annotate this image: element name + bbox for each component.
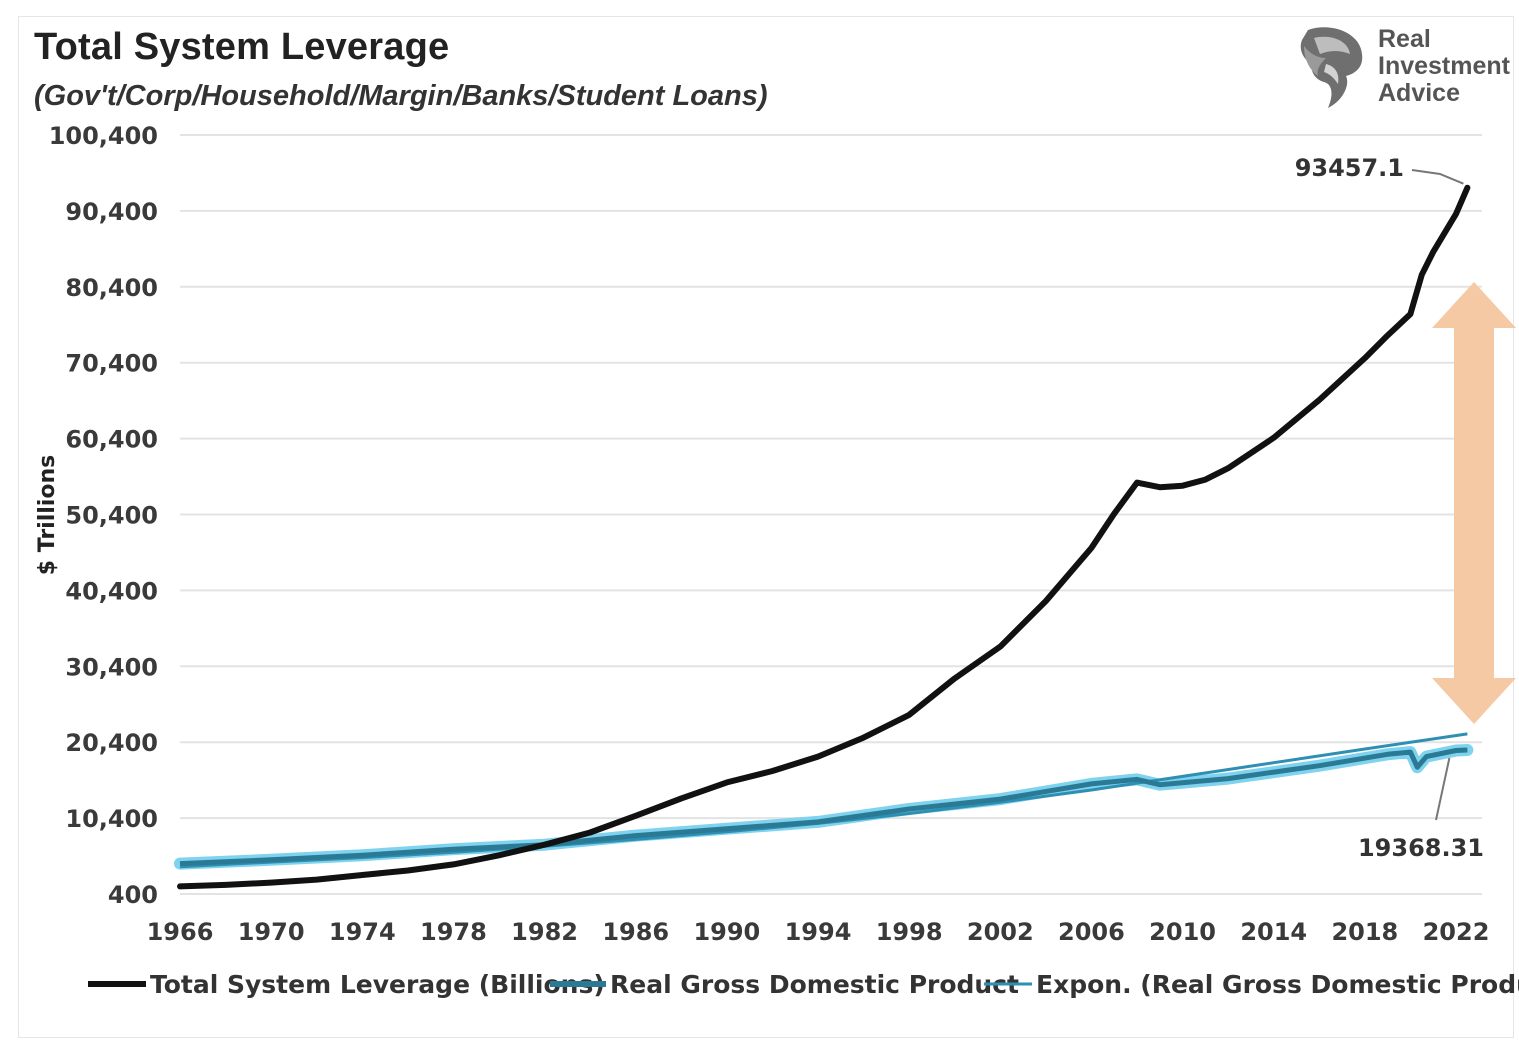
y-axis-label: $ Trillions [35, 455, 60, 575]
annotations: 93457.1 19368.31 [1295, 154, 1484, 862]
x-tick-label: 2006 [1058, 918, 1125, 946]
chart-frame [18, 16, 1514, 1038]
y-tick-label: 80,400 [65, 274, 158, 302]
y-tick-label: 30,400 [65, 653, 158, 681]
y-tick-label: 90,400 [65, 198, 158, 226]
x-tick-label: 1970 [238, 918, 305, 946]
x-tick-label: 1998 [876, 918, 943, 946]
x-tick-label: 1974 [329, 918, 396, 946]
leverage-series-line [177, 184, 1471, 890]
brand-logo: Real Investment Advice [1290, 24, 1510, 114]
x-tick-label: 1966 [147, 918, 214, 946]
x-tick-label: 1986 [602, 918, 669, 946]
y-tick-label: 20,400 [65, 729, 158, 757]
x-tick-label: 1978 [420, 918, 487, 946]
gdp-end-label: 19368.31 [1358, 834, 1484, 862]
x-tick-label: 2014 [1240, 918, 1307, 946]
legend-entry-label: Total System Leverage (Billions) [150, 970, 605, 999]
gdp-callout-line [1435, 757, 1451, 821]
gdp-series-halo [174, 744, 1474, 870]
x-tick-label: 2010 [1149, 918, 1216, 946]
series-group [174, 184, 1474, 890]
chart-subtitle: (Gov't/Corp/Household/Margin/Banks/Stude… [34, 80, 768, 112]
y-tick-label: 100,400 [49, 122, 158, 150]
x-tick-label: 2022 [1423, 918, 1490, 946]
x-tick-label: 1994 [785, 918, 852, 946]
y-tick-label: 70,400 [65, 350, 158, 378]
logo-line-2: Investment [1378, 52, 1510, 80]
y-axis-ticks: 100,400 90,400 80,400 70,400 60,400 50,400 40,… [49, 122, 158, 909]
leverage-callout-line [1411, 169, 1464, 185]
y-tick-label: 60,400 [65, 426, 158, 454]
legend-entry-label: Expon. (Real Gross Domestic Product) [1036, 970, 1519, 999]
logo-line-1: Real [1378, 25, 1431, 53]
leverage-end-label: 93457.1 [1295, 154, 1404, 182]
chart-title: Total System Leverage [34, 26, 450, 68]
grid-lines [180, 134, 1482, 895]
y-tick-label: 50,400 [65, 502, 158, 530]
logo-wordmark: Real Investment Advice [1378, 26, 1510, 107]
lion-head-icon [1300, 27, 1363, 108]
legend: Total System Leverage (Billions) Real Gro… [88, 970, 1519, 999]
x-tick-label: 1982 [511, 918, 578, 946]
arrow-shape [1432, 282, 1516, 724]
y-tick-label: 400 [108, 881, 158, 909]
gdp-series-line [179, 747, 1468, 867]
x-tick-label: 1990 [693, 918, 760, 946]
double-arrow-icon [1432, 282, 1516, 724]
y-tick-label: 40,400 [65, 577, 158, 605]
logo-line-3: Advice [1378, 79, 1460, 107]
y-tick-label: 10,400 [65, 805, 158, 833]
x-axis-ticks: 1966 1970 1974 1978 1982 1986 1990 1994 1998 2002… [147, 918, 1490, 946]
legend-entry-label: Real Gross Domestic Product [610, 970, 1019, 999]
x-tick-label: 2002 [967, 918, 1034, 946]
x-tick-label: 2018 [1331, 918, 1398, 946]
